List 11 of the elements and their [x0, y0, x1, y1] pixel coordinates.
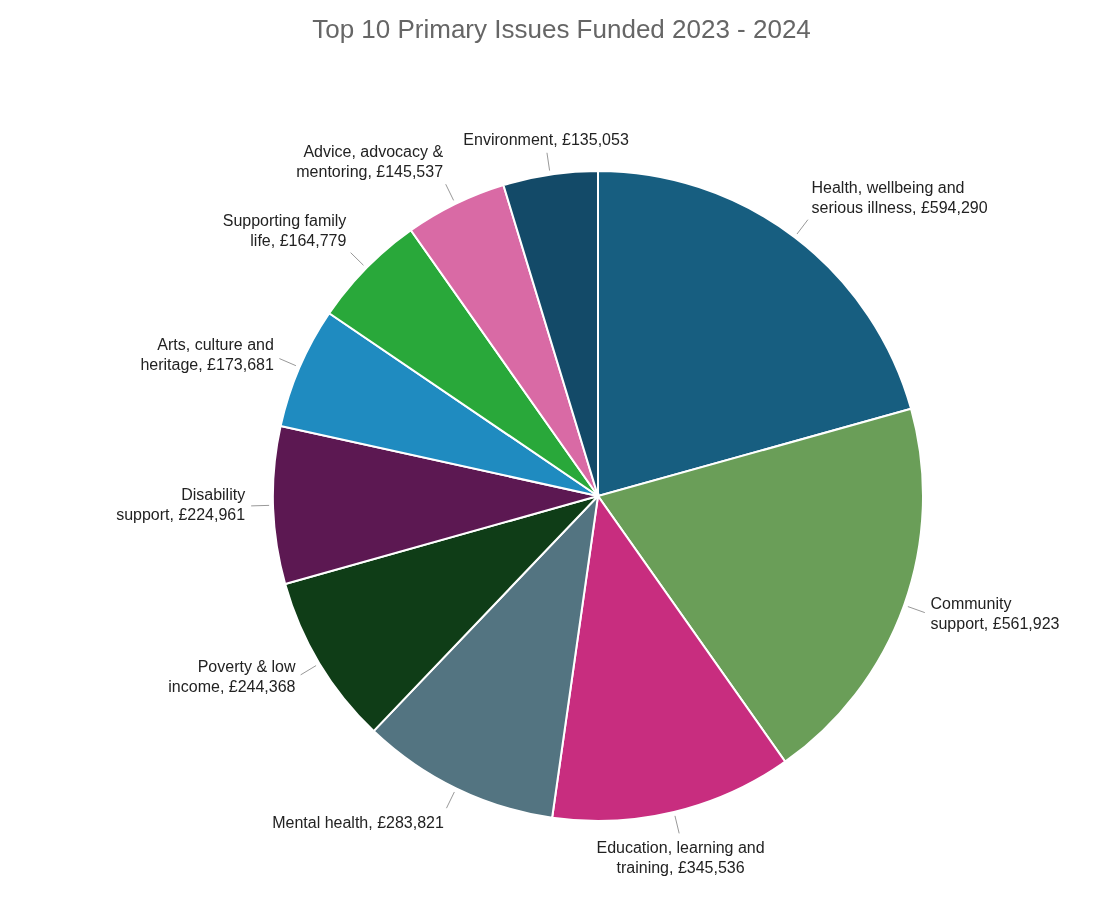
- slice-label: Arts, culture and heritage, £173,681: [140, 336, 274, 374]
- slice-label: Education, learning and training, £345,536: [596, 839, 765, 877]
- slice-label: Disability support, £224,961: [116, 486, 246, 524]
- slice-label: Poverty & low income, £244,368: [168, 658, 296, 696]
- slice-label: Health, wellbeing and serious illness, £594,290: [811, 179, 988, 217]
- slice-label: Community support, £561,923: [930, 594, 1060, 632]
- slice-label: Mental health, £283,821: [272, 813, 444, 831]
- chart-title: Top 10 Primary Issues Funded 2023 - 2024: [311, 14, 812, 45]
- slice-label: Supporting family life, £164,779: [222, 212, 347, 250]
- slice-label: Advice, advocacy & mentoring, £145,537: [296, 143, 444, 181]
- slice-label: Environment, £135,053: [463, 131, 629, 149]
